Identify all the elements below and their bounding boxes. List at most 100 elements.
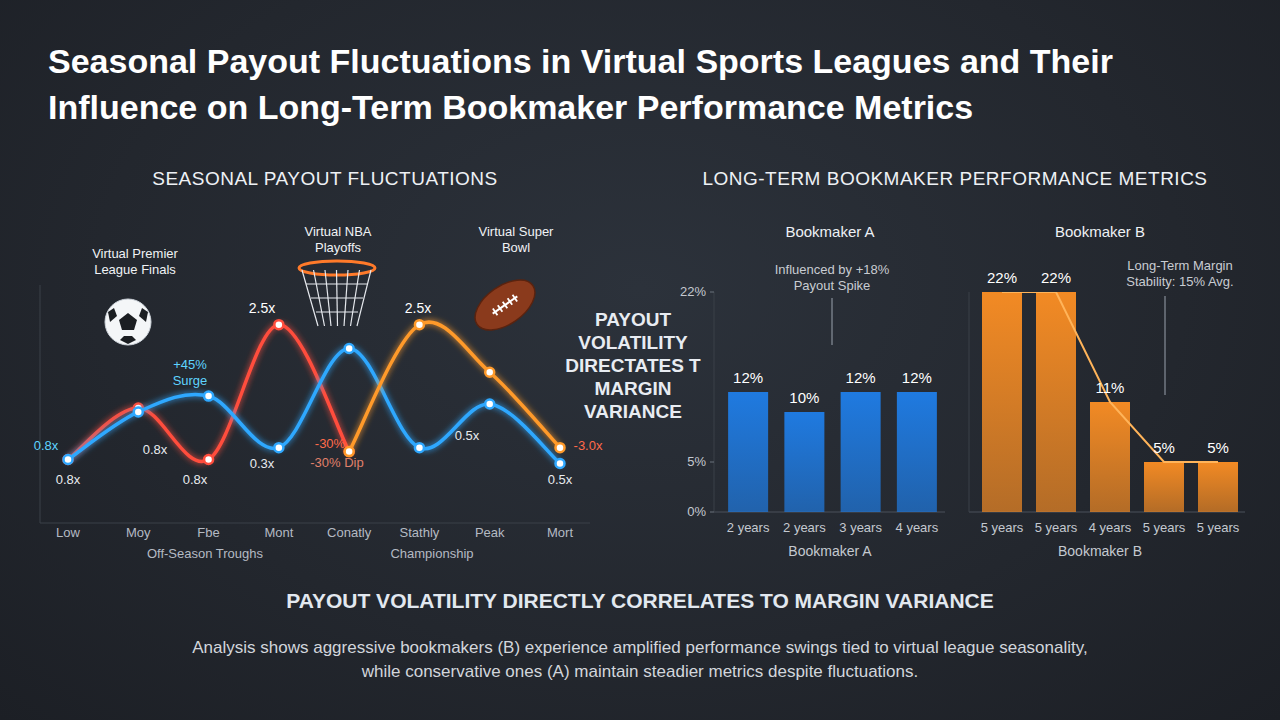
x-tick-label: 4 years [1089,520,1132,535]
bar [897,392,937,512]
footer-text: Analysis shows aggressive bookmakers (B)… [180,636,1100,684]
data-label: 22% [1041,269,1071,286]
y-tick [710,462,714,463]
y-range-line [40,285,41,523]
center-callout: PAYOUT VOLATILITY DIRECTATES T MARGIN VA… [563,308,703,423]
series-line [349,322,560,452]
annotation: 0.5x [447,428,487,444]
x-tick-label: Low [56,525,80,540]
annotation: 2.5x [237,300,287,317]
lace [498,305,503,312]
ball-patch [108,308,117,322]
annotation: 0.8x [26,438,66,454]
x-tick-label: Mort [547,525,573,540]
basketball-hoop-icon [299,261,375,326]
series-point [204,392,213,401]
x-tick-label: Peak [475,525,505,540]
ball-patch [139,308,148,322]
series-point [485,400,494,409]
net-string [306,284,368,285]
football-icon [466,270,543,340]
x-tick-label: 2 years [783,520,826,535]
annotation: Long-Term Margin Stability: 15% Avg. [1105,258,1255,290]
x-tick-label: 4 years [896,520,939,535]
lace [503,302,508,309]
footer-rule [150,600,250,602]
panel-heading: LONG-TERM BOOKMAKER PERFORMANCE METRICS [702,168,1207,189]
annotation: 0.8x [48,472,88,488]
series-point [345,344,354,353]
series-point [274,320,283,329]
x-tick-label: Moy [126,525,151,540]
annotation-leader [832,298,833,345]
bar [728,392,768,512]
x-tick-label: 5 years [981,520,1024,535]
annotation: Off-Season Troughs [125,546,285,562]
footer-heading: PAYOUT VOLATILITY DIRECTLY CORRELATES TO… [286,589,993,612]
title-divider [80,142,1200,144]
y-tick [710,512,714,513]
x-tick-label: 3 years [839,520,882,535]
annotation: 0.8x [135,442,175,458]
annotation: Virtual Super Bowl [471,224,561,256]
x-tick-label: Conatly [327,525,372,540]
data-label: 5% [1207,439,1229,456]
series-line [68,348,560,463]
stage: SEASONAL PAYOUT FLUCTUATIONSLowMoyFbeMon… [0,0,1280,720]
x-tick-label: Stathly [400,525,440,540]
series-point [274,443,283,452]
series-point [204,455,213,464]
series-line [68,325,349,462]
y-tick-label: 0% [687,504,706,519]
data-label: 11% [1096,379,1125,396]
lace [513,295,518,302]
trend-line [1002,292,1218,462]
data-label: 12% [733,369,763,386]
annotation: 0.3x [242,456,282,472]
series-point [345,447,354,456]
x-axis-label: Bookmaker B [1058,543,1142,559]
annotation: -30% [308,436,352,452]
lace [493,309,498,316]
y-tick-label: 5% [687,454,706,469]
soccer-ball-icon [105,299,151,345]
ball-patch [120,336,136,344]
series-point [485,368,494,377]
x-axis-label: Bookmaker A [788,543,872,559]
annotation: -30% Dip [302,455,372,471]
y-tick-label: 22% [680,284,706,299]
net-string [316,312,358,313]
y-tick [710,292,714,293]
annotation-leader [1165,296,1166,395]
lace [508,298,513,305]
annotation: 2.5x [393,300,443,317]
x-tick-label: Mont [264,525,293,540]
annotation: 0.8x [175,472,215,488]
bar [1036,292,1076,512]
annotation: Influenced by +18% Payout Spike [762,262,902,294]
y-range-line [714,292,715,512]
x-tick-label: 2 years [727,520,770,535]
data-label: 22% [987,269,1017,286]
title: Seasonal Payout Fluctuations in Virtual … [48,38,1248,130]
annotation: Virtual NBA Playoffs [288,224,388,256]
series-point [556,443,565,452]
x-tick-label: 5 years [1197,520,1240,535]
bar-plot [728,392,937,512]
football [466,270,543,340]
chart-title: Bookmaker A [785,223,874,240]
x-tick-label: 5 years [1035,520,1078,535]
y-range-line [969,292,970,512]
series-point [134,407,143,416]
data-label: 12% [902,369,932,386]
data-label: 12% [846,369,876,386]
series-point [345,447,354,456]
annotation: Championship [372,546,492,562]
bar [784,412,824,512]
x-axis-line [40,523,590,524]
bar-plot [982,292,1238,512]
footer-rule [1030,600,1130,602]
chart-title: Bookmaker B [1055,223,1145,240]
net-string [311,298,363,299]
annotation: +45% Surge [162,357,218,389]
